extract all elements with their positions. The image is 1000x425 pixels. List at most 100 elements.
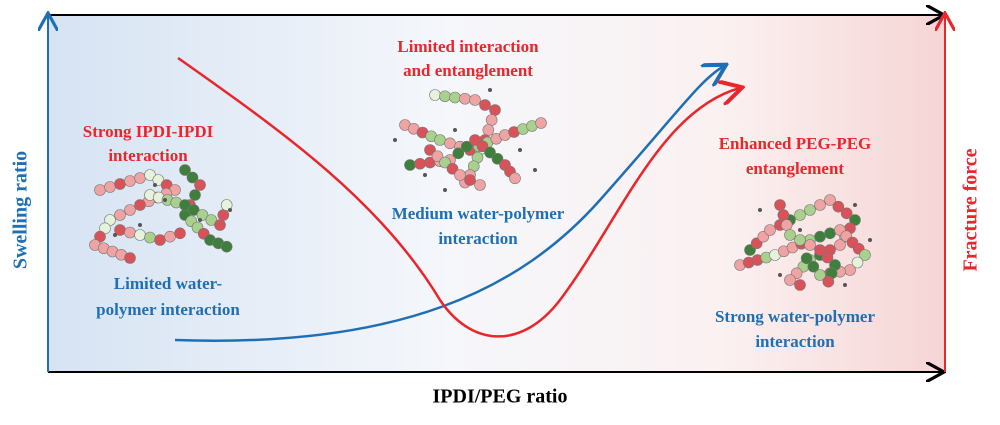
bead — [434, 134, 446, 146]
bead — [774, 199, 786, 211]
bead — [764, 224, 776, 236]
bead — [469, 94, 481, 106]
bead — [485, 114, 498, 126]
bead — [429, 89, 441, 101]
left-axis-label: Swelling ratio — [10, 151, 32, 269]
water-dot — [778, 273, 782, 277]
annotation: Limited interaction — [397, 37, 539, 56]
bead — [452, 147, 465, 160]
bead — [179, 164, 191, 176]
bead — [174, 227, 186, 240]
bead — [794, 279, 806, 291]
bead — [814, 244, 826, 256]
annotation: Strong IPDI-IPDI — [83, 122, 214, 141]
bead — [205, 214, 218, 226]
bead — [186, 171, 199, 184]
bead — [859, 249, 871, 261]
bead — [832, 200, 845, 213]
bead — [851, 256, 864, 269]
bead — [509, 172, 521, 185]
bead — [114, 178, 126, 190]
bead — [114, 209, 126, 221]
bead — [220, 240, 233, 253]
bead — [94, 184, 106, 196]
water-dot — [758, 208, 762, 212]
bead — [479, 99, 491, 111]
bead — [784, 274, 796, 286]
annotation: interaction — [438, 229, 518, 248]
bead — [535, 117, 547, 129]
water-dot — [153, 183, 157, 187]
bead — [844, 264, 856, 276]
bead — [804, 239, 816, 251]
bead — [194, 179, 206, 191]
annotation: interaction — [755, 332, 835, 351]
water-dot — [843, 283, 847, 287]
water-dot — [518, 148, 522, 152]
bead — [104, 181, 116, 193]
bead — [164, 230, 176, 243]
bead — [154, 234, 166, 246]
bead — [217, 209, 230, 221]
bead — [124, 226, 136, 239]
bead — [489, 104, 501, 116]
bead — [214, 219, 226, 231]
bead — [794, 234, 806, 246]
bead — [780, 219, 793, 231]
right-axis-label: Fracture force — [960, 148, 982, 271]
bead — [444, 137, 456, 150]
water-dot — [113, 233, 117, 237]
water-dot — [853, 203, 857, 207]
water-dot — [163, 198, 167, 202]
bead — [124, 204, 136, 216]
bead — [482, 124, 495, 136]
bead — [144, 231, 156, 244]
bead — [187, 204, 200, 216]
bead — [476, 140, 489, 153]
bead — [439, 156, 451, 169]
bead — [134, 229, 146, 241]
annotation: Enhanced PEG-PEG — [719, 134, 872, 153]
bead — [454, 169, 466, 181]
bead — [449, 91, 461, 104]
swelling-curve — [174, 66, 724, 342]
bead — [821, 251, 834, 264]
bead — [124, 252, 136, 264]
bead — [189, 189, 201, 201]
water-dot — [798, 228, 802, 232]
bead — [424, 144, 436, 156]
water-dot — [533, 168, 537, 172]
bead — [824, 194, 836, 206]
x-axis-label: IPDI/PEG ratio — [433, 386, 568, 408]
bead — [814, 199, 826, 211]
annotation: Strong water-polymer — [715, 307, 876, 326]
bead — [439, 90, 451, 103]
annotation: and entanglement — [403, 61, 533, 80]
bead — [460, 140, 473, 153]
water-dot — [198, 218, 202, 222]
bead — [804, 204, 816, 216]
bead — [491, 152, 504, 165]
bead — [134, 172, 146, 184]
bead — [196, 209, 209, 221]
bead — [824, 227, 836, 240]
water-dot — [488, 88, 492, 92]
polymer-chains — [89, 88, 872, 291]
annotation: polymer interaction — [96, 300, 240, 319]
fracture-curve — [177, 56, 740, 338]
bead — [807, 260, 820, 273]
annotation: entanglement — [746, 159, 845, 178]
annotation: Medium water-polymer — [392, 204, 565, 223]
bead — [474, 179, 486, 191]
water-dot — [228, 208, 232, 212]
water-dot — [138, 223, 142, 227]
bead — [124, 175, 136, 187]
bead — [822, 275, 835, 288]
bead — [794, 209, 806, 221]
bead — [814, 230, 826, 243]
bead — [840, 207, 853, 220]
bead — [134, 199, 146, 211]
bead — [404, 159, 416, 171]
bead — [469, 134, 481, 146]
